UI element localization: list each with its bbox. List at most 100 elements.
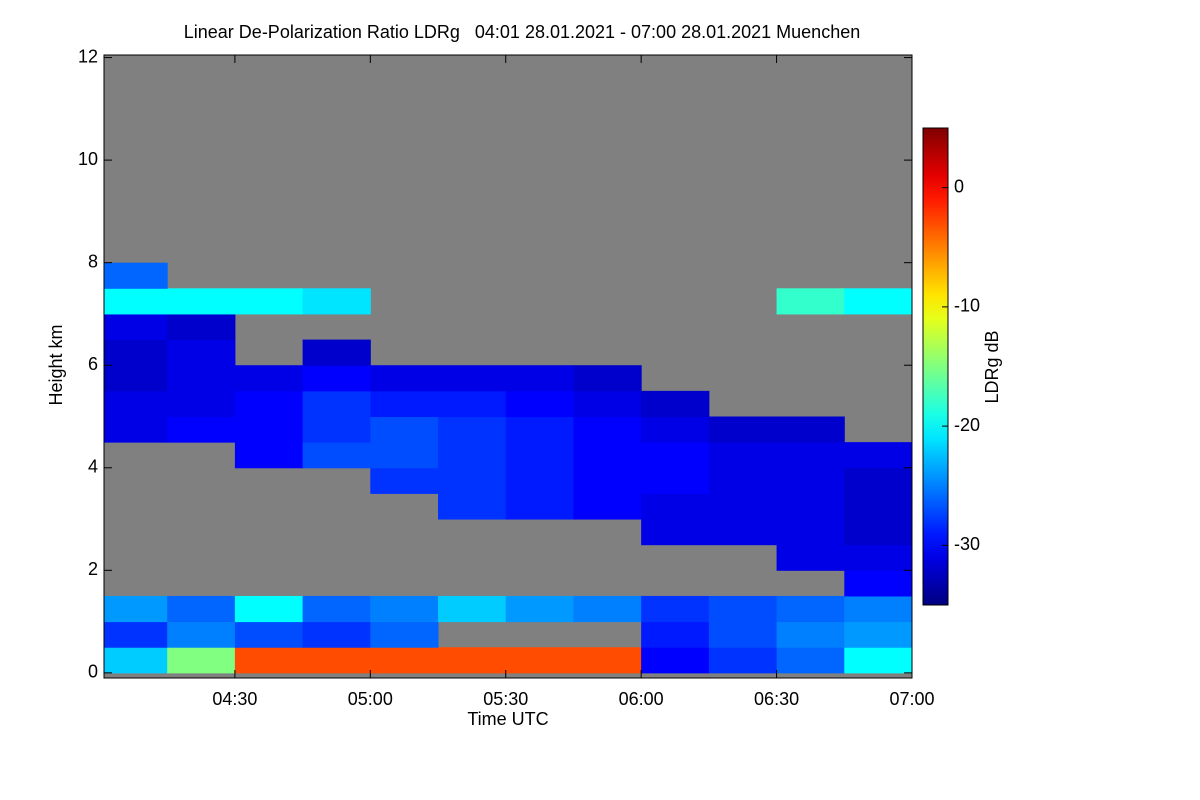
heatmap-cell — [167, 339, 236, 366]
heatmap-cell — [844, 595, 912, 623]
heatmap-cell — [505, 595, 574, 623]
heatmap-cell — [104, 595, 168, 623]
heatmap-cell — [104, 416, 168, 443]
heatmap-cell — [573, 390, 642, 417]
x-tick-label: 07:00 — [889, 689, 934, 709]
heatmap-cell — [641, 390, 710, 417]
x-tick-label: 04:30 — [212, 689, 257, 709]
heatmap-cell — [573, 442, 642, 469]
heatmap-cell — [776, 595, 845, 623]
heatmap-cell — [302, 595, 371, 623]
heatmap-cell — [844, 544, 912, 571]
heatmap-cell — [167, 365, 236, 392]
heatmap-cell — [167, 313, 236, 341]
heatmap-cell — [438, 467, 507, 494]
heatmap-cell — [505, 442, 574, 469]
heatmap-cell — [234, 647, 304, 674]
heatmap-cell — [167, 621, 236, 648]
heatmap-cell — [167, 416, 236, 443]
heatmap-cell — [302, 416, 371, 443]
heatmap-cell — [438, 365, 507, 392]
y-tick-label: 8 — [88, 251, 98, 271]
heatmap-cell — [370, 647, 439, 674]
heatmap-cell — [104, 647, 168, 674]
heatmap-cell — [167, 288, 236, 315]
heatmap-cell — [573, 416, 642, 443]
colorbar-tick-label: -20 — [954, 415, 980, 435]
heatmap-cell — [370, 442, 439, 469]
heatmap-cell — [302, 621, 371, 648]
y-tick-label: 4 — [88, 457, 98, 477]
heatmap-cell — [438, 390, 507, 417]
heatmap-cell — [776, 544, 845, 571]
heatmap-cell — [641, 621, 710, 648]
heatmap-cell — [167, 390, 236, 417]
heatmap-cell — [167, 647, 236, 674]
colorbar-tick-label: -10 — [954, 296, 980, 316]
x-tick-label: 06:30 — [754, 689, 799, 709]
heatmap-cell — [370, 416, 439, 443]
heatmap-cell — [708, 621, 778, 648]
heatmap-cell — [370, 467, 439, 494]
heatmap-cell — [641, 647, 710, 674]
heatmap-cell — [104, 621, 168, 648]
x-tick-label: 06:00 — [619, 689, 664, 709]
heatmap-cell — [302, 288, 371, 315]
heatmap-cell — [776, 467, 845, 494]
heatmap-cell — [505, 416, 574, 443]
heatmap-cell — [708, 467, 778, 494]
heatmap-cell — [776, 442, 845, 469]
heatmap-cell — [505, 390, 574, 417]
heatmap-cell — [641, 595, 710, 623]
heatmap-cell — [505, 493, 574, 520]
heatmap-cell — [438, 493, 507, 520]
y-tick-label: 2 — [88, 559, 98, 579]
heatmap-cell — [776, 621, 845, 648]
heatmap-cell — [302, 442, 371, 469]
heatmap-cell — [104, 365, 168, 392]
heatmap-cell — [641, 442, 710, 469]
heatmap-cell — [234, 416, 304, 443]
heatmap-cell — [708, 442, 778, 469]
heatmap-cell — [844, 467, 912, 494]
y-tick-label: 12 — [78, 46, 98, 66]
heatmap-cell — [708, 647, 778, 674]
y-axis-label: Height km — [46, 324, 66, 405]
heatmap-cell — [104, 313, 168, 341]
heatmap-cell — [573, 493, 642, 520]
heatmap-cell — [438, 647, 507, 674]
heatmap-cell — [370, 621, 439, 648]
heatmap-cell — [844, 288, 912, 315]
x-axis-label: Time UTC — [467, 709, 548, 729]
colorbar-tick-label: 0 — [954, 176, 964, 196]
heatmap-cell — [370, 365, 439, 392]
heatmap-cell — [234, 365, 304, 392]
heatmap-cell — [505, 647, 574, 674]
colorbar-tick-label: -30 — [954, 534, 980, 554]
heatmap-cell — [370, 595, 439, 623]
x-tick-label: 05:30 — [483, 689, 528, 709]
heatmap-cell — [844, 570, 912, 597]
heatmap-cell — [844, 519, 912, 546]
heatmap-cell — [573, 595, 642, 623]
heatmap-cell — [573, 467, 642, 494]
heatmap-cell — [708, 519, 778, 546]
heatmap-cell — [776, 493, 845, 520]
heatmap-cell — [844, 493, 912, 520]
heatmap-cell — [234, 442, 304, 469]
heatmap-cell — [776, 519, 845, 546]
colorbar — [922, 127, 949, 606]
heatmap-cell — [104, 390, 168, 417]
heatmap-cell — [234, 595, 304, 623]
heatmap-cell — [844, 647, 912, 674]
heatmap-cell — [302, 365, 371, 392]
y-tick-label: 10 — [78, 149, 98, 169]
heatmap-cell — [234, 288, 304, 315]
heatmap-cell — [438, 416, 507, 443]
heatmap-cell — [167, 595, 236, 623]
heatmap-cell — [302, 390, 371, 417]
heatmap-cell — [776, 416, 845, 443]
heatmap-cell — [776, 288, 845, 315]
heatmap-cell — [708, 493, 778, 520]
